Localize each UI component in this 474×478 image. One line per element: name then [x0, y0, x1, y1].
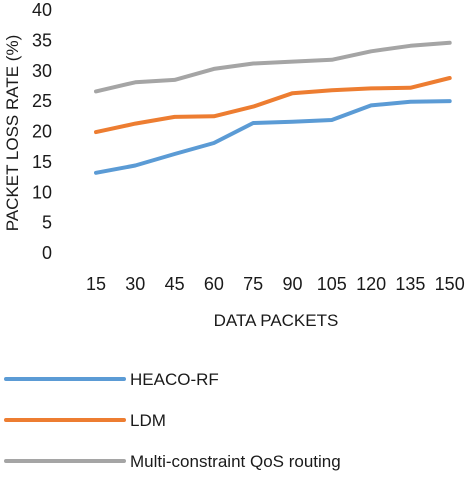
- x-tick-label: 15: [86, 274, 106, 294]
- y-tick-label: 25: [32, 91, 52, 111]
- y-tick-label: 15: [32, 152, 52, 172]
- y-tick-label: 35: [32, 30, 52, 50]
- y-axis-ticks: 0 5 10 15 20 25 30 35 40: [32, 0, 52, 263]
- series-line-1: [94, 76, 452, 135]
- x-tick-label: 75: [243, 274, 263, 294]
- y-tick-label: 5: [42, 213, 52, 233]
- x-tick-label: 105: [317, 274, 347, 294]
- x-tick-label: 45: [165, 274, 185, 294]
- y-tick-label: 20: [32, 122, 52, 142]
- x-tick-label: 30: [125, 274, 145, 294]
- y-tick-label: 40: [32, 0, 52, 20]
- series-lines: [94, 40, 452, 175]
- x-tick-label: 60: [204, 274, 224, 294]
- x-tick-label: 150: [435, 274, 465, 294]
- y-tick-label: 0: [42, 243, 52, 263]
- x-tick-label: 90: [282, 274, 302, 294]
- y-axis-title: PACKET LOSS RATE (%): [3, 35, 22, 232]
- x-axis-title: DATA PACKETS: [214, 311, 339, 330]
- series-line-0: [94, 99, 452, 175]
- x-tick-label: 135: [395, 274, 425, 294]
- y-tick-label: 30: [32, 61, 52, 81]
- x-axis-ticks: 15 30 45 60 75 90 105 120 135 150: [86, 274, 465, 294]
- legend-label: Multi-constraint QoS routing: [130, 452, 341, 471]
- plot-area: [94, 40, 452, 175]
- legend-label: HEACO-RF: [130, 370, 219, 389]
- x-tick-label: 120: [356, 274, 386, 294]
- y-tick-label: 10: [32, 182, 52, 202]
- legend-label: LDM: [130, 411, 166, 430]
- legend: HEACO-RF LDM Multi-constraint QoS routing: [4, 370, 341, 471]
- series-line-2: [94, 40, 452, 94]
